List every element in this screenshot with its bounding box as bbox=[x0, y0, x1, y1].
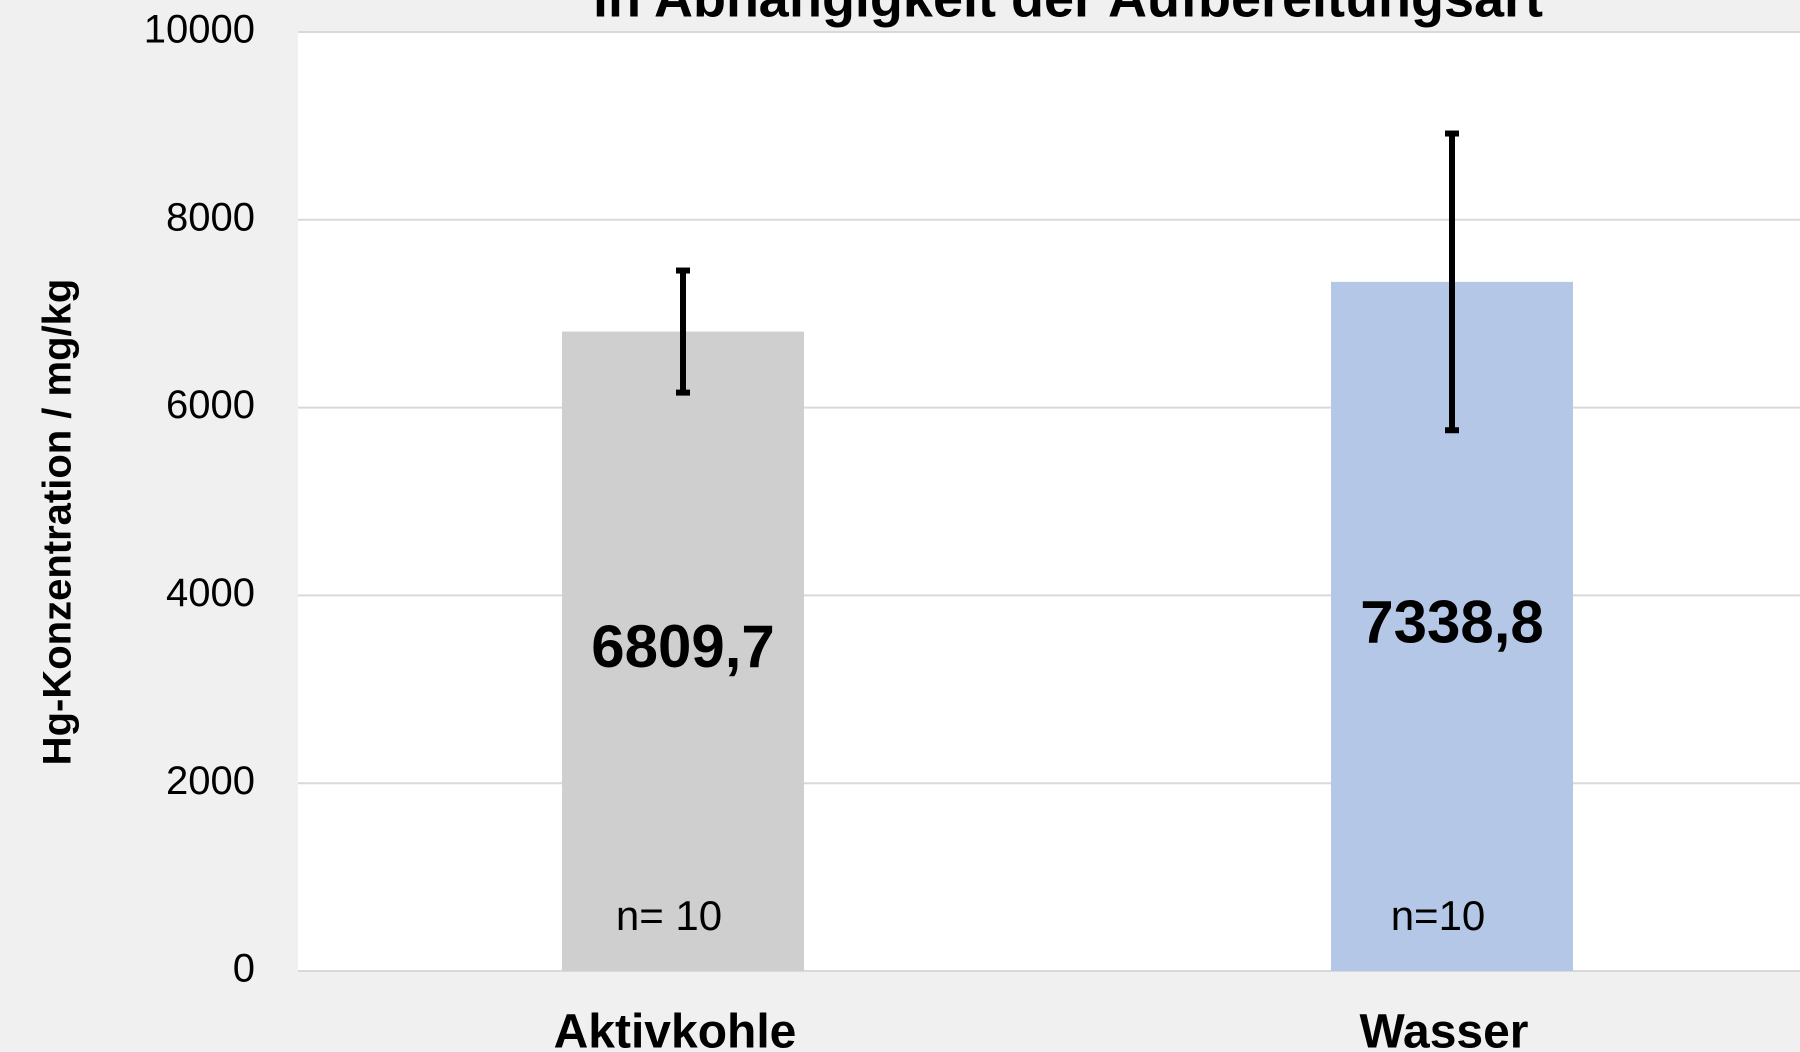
y-tick-label: 10000 bbox=[144, 8, 255, 52]
plot-area bbox=[298, 32, 1800, 971]
value-label: 7338,8 bbox=[1360, 588, 1544, 655]
chart-title: in Abhängigkeit der Aufbereitungsart bbox=[593, 0, 1543, 28]
x-tick-label: Aktivkohle bbox=[554, 1006, 797, 1052]
annotation: n= 10 bbox=[616, 892, 722, 939]
value-label: 6809,7 bbox=[591, 613, 775, 680]
y-tick-label: 2000 bbox=[166, 759, 255, 803]
x-tick-label: Wasser bbox=[1360, 1006, 1529, 1052]
annotation: n=10 bbox=[1391, 892, 1486, 939]
y-tick-label: 6000 bbox=[166, 383, 255, 427]
y-tick-label: 4000 bbox=[166, 571, 255, 615]
y-axis-title: Hg-Konzentration / mg/kg bbox=[36, 279, 80, 766]
y-tick-label: 0 bbox=[233, 947, 255, 991]
y-tick-label: 8000 bbox=[166, 195, 255, 239]
bar bbox=[562, 331, 804, 971]
